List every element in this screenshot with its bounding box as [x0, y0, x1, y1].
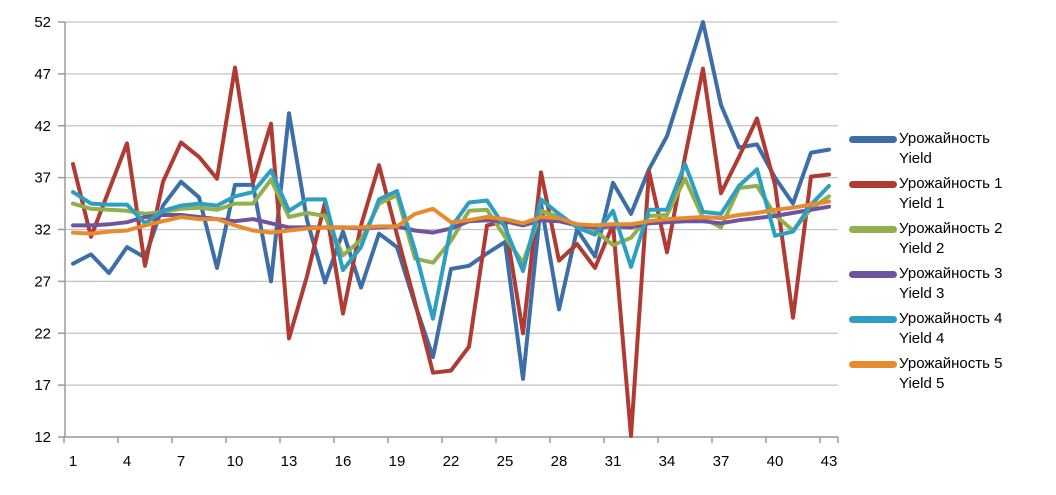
legend-label: Урожайность 4 Yield 4	[899, 309, 1002, 349]
legend-label: Урожайность 2 Yield 2	[899, 219, 1002, 259]
legend-line-swatch	[849, 226, 897, 233]
legend-line-swatch	[849, 181, 897, 188]
x-tick-label: 28	[551, 453, 568, 470]
x-tick-label: 7	[177, 453, 185, 470]
series-lines	[71, 20, 831, 438]
legend-label-ru: Урожайность	[899, 130, 990, 147]
y-tick-label: 37	[34, 170, 51, 187]
x-tick-label: 10	[227, 453, 244, 470]
series-line-yield	[71, 20, 831, 381]
x-axis-labels: 1 4 7 10 13 16 19 22 25 28 31 34 37 40 43	[69, 453, 838, 470]
x-tick-label: 13	[281, 453, 298, 470]
x-tick-label: 4	[123, 453, 131, 470]
legend-line-swatch	[849, 316, 897, 323]
series-line-yield-4	[71, 162, 831, 321]
legend-label-ru: Урожайность 4	[899, 310, 1003, 327]
x-tick-label: 1	[69, 453, 77, 470]
y-tick-label: 17	[34, 377, 51, 394]
y-tick-label: 47	[34, 66, 51, 83]
legend-line-swatch	[849, 271, 897, 278]
x-tick-label: 40	[767, 453, 784, 470]
x-tick-label: 43	[821, 453, 838, 470]
legend-label-ru: Урожайность 1	[899, 175, 1003, 192]
legend-item-yield-3: Урожайность 3 Yield 3	[849, 264, 1055, 304]
legend-label-ru: Урожайность 3	[899, 265, 1003, 282]
y-tick-label: 42	[34, 118, 51, 135]
chart-legend: Урожайность Yield Урожайность 1 Yield 1 Урож…	[849, 129, 1055, 399]
axes	[58, 21, 839, 443]
series-line-yield-1	[71, 65, 831, 438]
legend-label-en: Yield 3	[899, 285, 945, 302]
y-axis-labels: 52 47 42 37 32 27 22 17 12	[34, 14, 51, 446]
legend-item-yield-2: Урожайность 2 Yield 2	[849, 219, 1055, 259]
legend-label-ru: Урожайность 2	[899, 220, 1003, 237]
legend-item-yield-1: Урожайность 1 Yield 1	[849, 174, 1055, 214]
x-tick-label: 25	[497, 453, 514, 470]
x-tick-label: 22	[443, 453, 460, 470]
x-tick-label: 37	[713, 453, 730, 470]
x-tick-label: 34	[659, 453, 676, 470]
legend-label-en: Yield 1	[899, 195, 945, 212]
y-tick-label: 12	[34, 429, 51, 446]
legend-line-swatch	[849, 136, 897, 143]
legend-label-en: Yield 2	[899, 240, 945, 257]
legend-line-swatch	[849, 361, 897, 368]
legend-label: Урожайность Yield	[899, 129, 990, 169]
legend-label: Урожайность 3 Yield 3	[899, 264, 1002, 304]
legend-label-en: Yield 4	[899, 330, 945, 347]
series-line-yield-5	[71, 199, 831, 236]
legend-item-yield-5: Урожайность 5 Yield 5	[849, 354, 1055, 394]
x-tick-label: 31	[605, 453, 622, 470]
legend-label-en: Yield	[899, 150, 932, 167]
legend-item-yield-4: Урожайность 4 Yield 4	[849, 309, 1055, 349]
legend-label: Урожайность 1 Yield 1	[899, 174, 1002, 214]
y-tick-label: 52	[34, 14, 51, 31]
y-tick-label: 27	[34, 273, 51, 290]
y-tick-label: 32	[34, 222, 51, 239]
legend-label-en: Yield 5	[899, 375, 945, 392]
legend-label-ru: Урожайность 5	[899, 355, 1003, 372]
x-tick-label: 19	[389, 453, 406, 470]
y-tick-label: 22	[34, 325, 51, 342]
x-tick-label: 16	[335, 453, 352, 470]
legend-label: Урожайность 5 Yield 5	[899, 354, 1002, 394]
legend-item-yield: Урожайность Yield	[849, 129, 1055, 169]
